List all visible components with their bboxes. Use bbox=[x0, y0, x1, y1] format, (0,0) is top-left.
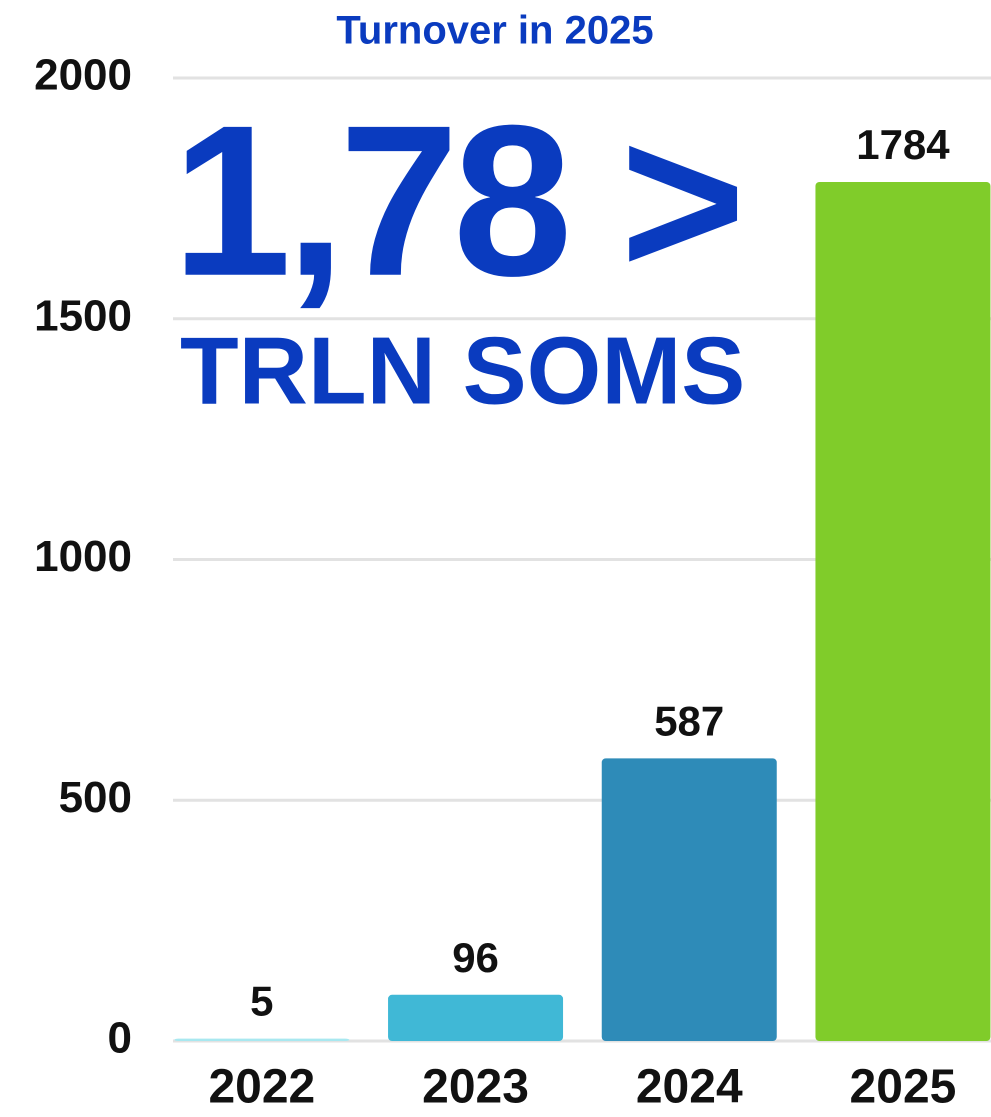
y-tick-label: 500 bbox=[59, 773, 132, 822]
bar bbox=[601, 758, 777, 1041]
y-tick-label: 1500 bbox=[34, 291, 132, 340]
y-tick-label: 2000 bbox=[34, 51, 132, 100]
bar bbox=[174, 1038, 350, 1041]
x-tick-label: 2022 bbox=[208, 1061, 315, 1114]
x-tick-label: 2024 bbox=[636, 1061, 743, 1114]
bar bbox=[815, 182, 991, 1041]
value-label: 1784 bbox=[856, 121, 950, 168]
chart-title: Turnover in 2025 bbox=[336, 9, 653, 53]
annotation: TRLN SOMS bbox=[180, 317, 745, 424]
value-label: 96 bbox=[452, 934, 499, 981]
value-label: 5 bbox=[250, 978, 273, 1025]
annotation: 1,78 > bbox=[172, 80, 740, 321]
y-tick-label: 0 bbox=[108, 1014, 132, 1063]
x-tick-label: 2023 bbox=[422, 1061, 529, 1114]
x-tick-label: 2025 bbox=[850, 1061, 957, 1114]
y-tick-label: 1000 bbox=[34, 532, 132, 581]
value-label: 587 bbox=[654, 697, 724, 744]
bar bbox=[388, 994, 564, 1041]
